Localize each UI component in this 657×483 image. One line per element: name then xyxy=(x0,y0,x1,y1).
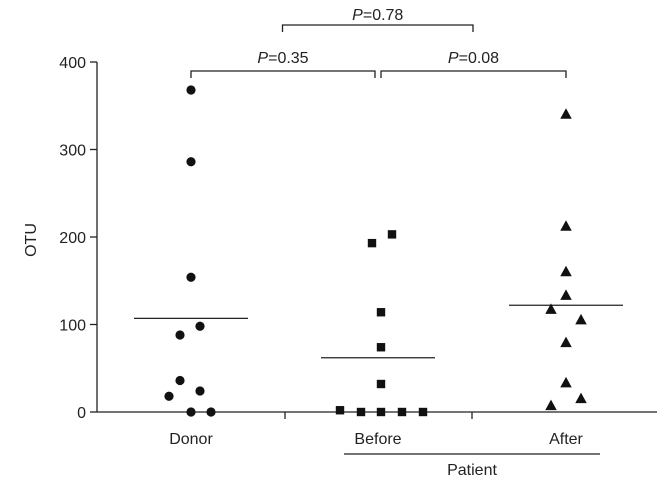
data-point-triangle xyxy=(575,313,587,325)
y-tick-label: 300 xyxy=(59,143,86,160)
p-value-label: P=0.35 xyxy=(257,50,308,67)
data-point-square xyxy=(356,407,366,417)
y-tick-label: 400 xyxy=(59,55,86,72)
data-point-triangle xyxy=(545,399,557,411)
data-point-circle xyxy=(175,330,185,340)
p-symbol: P xyxy=(448,50,459,67)
data-point-triangle xyxy=(560,265,572,277)
data-point-triangle xyxy=(545,303,557,314)
data-point-square xyxy=(376,308,386,317)
significance-bracket xyxy=(190,70,376,78)
data-point-circle xyxy=(175,375,185,386)
data-point-circle xyxy=(195,386,205,396)
data-point-circle xyxy=(206,407,216,417)
y-tick-label: 200 xyxy=(59,230,86,247)
data-point-square xyxy=(418,407,428,417)
p-value-text: =0.08 xyxy=(459,50,500,67)
data-point-triangle xyxy=(560,336,572,348)
data-point-circle xyxy=(186,157,196,167)
p-value-text: =0.35 xyxy=(268,50,309,67)
p-symbol: P xyxy=(352,7,363,24)
data-point-square xyxy=(376,407,386,417)
significance-bracket xyxy=(281,24,474,32)
data-point-circle xyxy=(164,391,174,401)
data-point-square xyxy=(367,238,377,248)
group-label: Patient xyxy=(447,462,497,479)
significance-bracket xyxy=(380,70,567,78)
data-point-square xyxy=(397,407,407,417)
y-tick-label: 100 xyxy=(59,318,86,335)
data-point-triangle xyxy=(560,220,572,231)
x-tick-label: Before xyxy=(354,431,401,448)
p-symbol: P xyxy=(257,50,268,67)
data-point-square xyxy=(376,379,386,389)
data-point-triangle xyxy=(560,108,572,119)
data-point-triangle xyxy=(560,376,572,388)
data-point-circle xyxy=(186,407,196,417)
data-point-square xyxy=(387,230,397,239)
data-point-circle xyxy=(186,272,196,282)
y-tick-label: 0 xyxy=(77,405,86,422)
data-point-triangle xyxy=(575,392,587,404)
x-tick-label: Donor xyxy=(169,431,213,448)
x-tick-label: After xyxy=(549,431,583,448)
p-value-text: =0.78 xyxy=(363,7,404,24)
p-value-label: P=0.08 xyxy=(448,50,499,67)
data-point-square xyxy=(335,406,345,415)
data-point-triangle xyxy=(560,289,572,300)
data-point-circle xyxy=(195,321,205,331)
y-axis-title: OTU xyxy=(23,223,40,257)
data-point-circle xyxy=(186,85,196,95)
data-point-square xyxy=(376,343,386,352)
p-value-label: P=0.78 xyxy=(352,7,403,24)
